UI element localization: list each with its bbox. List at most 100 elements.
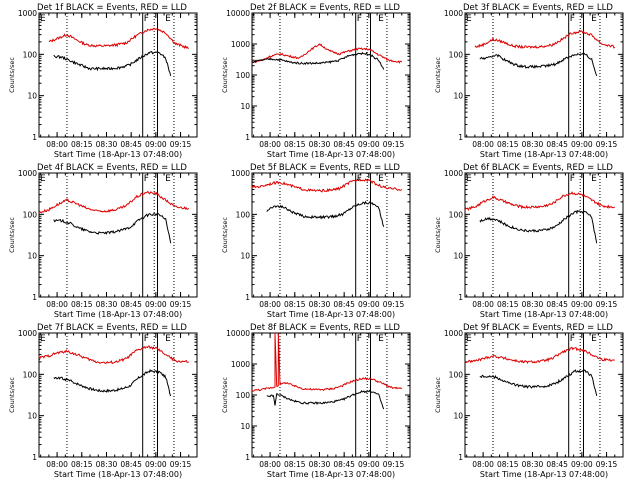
segment-marker-label: E [378,174,384,184]
x-axis-label: Start Time (18-Apr-13 07:48:00) [267,470,395,479]
y-tick-label: 10 [27,92,37,101]
x-tick-label: 09:00 [358,140,380,149]
chart-title: Det 3f BLACK = Events, RED = LLD [463,3,613,13]
y-tick-label: 100 [236,210,251,219]
x-tick-label: 08:45 [333,300,355,309]
chart-panel-7: Det 7f BLACK = Events, RED = LLD 1 10 100 10… [8,323,198,479]
y-tick-label: 10 [453,252,463,261]
x-tick-label: 08:00 [472,300,494,309]
x-axis-label: Start Time (18-Apr-13 07:48:00) [267,310,395,319]
segment-marker-label: F [570,14,575,24]
events-series-line [53,50,172,77]
lld-series-line [38,190,190,214]
x-axis-label: Start Time (18-Apr-13 07:48:00) [480,150,608,159]
x-tick-label: 08:30 [522,460,544,469]
x-tick-label: 08:15 [71,460,93,469]
x-tick-label: 08:45 [120,140,142,149]
segment-marker-label: E [466,334,472,344]
x-tick-label: 08:00 [46,300,68,309]
chart-panel-3: Det 3f BLACK = Events, RED = LLD 1 10 100 10… [434,3,624,159]
x-tick-label: 08:30 [309,300,331,309]
chart-panel-5: Det 5f BLACK = Events, RED = LLD 1 10 100 10… [221,163,411,319]
lld-series-line [38,345,189,365]
chart-panel-8: Det 8f BLACK = Events, RED = LLD 1 10 100 10… [221,323,411,479]
x-tick-label: 09:15 [383,140,405,149]
x-tick-label: 08:00 [259,460,281,469]
y-tick-label: 1000 [231,40,250,49]
x-tick-label: 08:15 [284,460,306,469]
chart-panel-1: Det 1f BLACK = Events, RED = LLD 1 10 100 10… [8,3,198,159]
lld-series-line [474,29,616,50]
chart-panel-9: Det 9f BLACK = Events, RED = LLD 1 10 100 10… [434,323,624,479]
y-tick-label: 1 [458,293,463,302]
x-tick-label: 08:30 [96,300,118,309]
x-tick-label: 09:00 [358,460,380,469]
y-tick-label: 1 [245,453,250,462]
y-axis-label: Counts/sec [221,57,229,93]
plot-frame [251,172,411,298]
segment-marker-label: F [570,174,575,184]
x-tick-label: 08:00 [472,460,494,469]
segment-marker-label: F [144,174,149,184]
y-tick-label: 100 [236,391,251,400]
y-axis-label: Counts/sec [221,377,229,413]
segment-marker-label: F [357,334,362,344]
segment-marker-label: E [378,334,384,344]
y-axis-label: Counts/sec [8,217,16,253]
y-tick-label: 1000 [444,329,463,338]
y-tick-label: 100 [23,210,38,219]
x-tick-label: 09:00 [145,140,167,149]
y-tick-label: 1000 [444,169,463,178]
x-tick-label: 09:00 [145,460,167,469]
segment-marker-label: E [165,174,171,184]
y-tick-label: 100 [449,370,464,379]
chart-title: Det 9f BLACK = Events, RED = LLD [463,323,613,333]
y-tick-label: 10000 [226,329,250,338]
segment-marker-label: F [144,334,149,344]
x-tick-label: 09:15 [170,460,192,469]
x-tick-label: 08:45 [120,460,142,469]
segment-marker-label: E [378,14,384,24]
y-tick-label: 1 [245,133,250,142]
segment-marker-label: E [591,14,597,24]
y-tick-label: 100 [449,210,464,219]
segment-marker-label: E [165,334,171,344]
x-axis-label: Start Time (18-Apr-13 07:48:00) [54,150,182,159]
segment-marker-label: F [144,14,149,24]
y-tick-label: 1000 [18,169,37,178]
y-tick-label: 10 [27,252,37,261]
y-tick-label: 10 [27,412,37,421]
segment-marker-label: E [591,174,597,184]
y-tick-label: 10 [453,412,463,421]
x-tick-label: 08:00 [46,460,68,469]
y-tick-label: 1000 [231,169,250,178]
x-tick-label: 09:00 [571,300,593,309]
chart-title: Det 8f BLACK = Events, RED = LLD [250,323,400,333]
y-axis-label: Counts/sec [8,57,16,93]
x-tick-label: 08:30 [96,460,118,469]
x-tick-label: 09:15 [383,460,405,469]
segment-marker-label: E [466,14,472,24]
lld-series-line [48,27,189,50]
segment-marker-label: F [570,334,575,344]
events-series-line [53,212,172,244]
x-tick-label: 08:45 [546,460,568,469]
y-axis-label: Counts/sec [8,377,16,413]
x-tick-label: 08:15 [284,140,306,149]
y-tick-label: 10 [453,92,463,101]
x-tick-label: 08:30 [309,140,331,149]
y-axis-label: Counts/sec [434,57,442,93]
plot-frame [38,332,198,458]
lld-series-line [251,332,403,392]
segment-marker-label: E [466,174,472,184]
y-axis-label: Counts/sec [221,217,229,253]
y-tick-label: 100 [449,50,464,59]
events-series-line [266,389,385,410]
events-series-line [479,369,598,397]
x-tick-label: 08:45 [120,300,142,309]
plot-frame [464,12,624,138]
y-tick-label: 1 [32,133,37,142]
x-tick-label: 08:15 [71,300,93,309]
y-axis-label: Counts/sec [434,217,442,253]
